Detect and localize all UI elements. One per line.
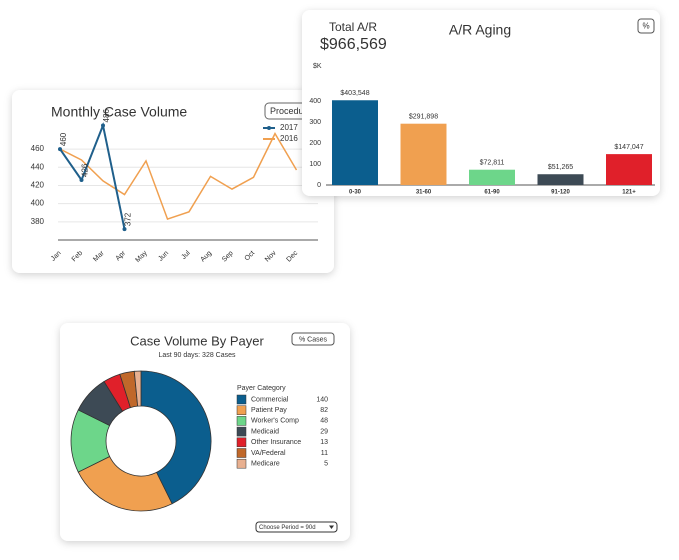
data-label: $403,548 bbox=[340, 90, 369, 97]
dropdown-arrow bbox=[329, 525, 334, 529]
period-dropdown[interactable] bbox=[255, 521, 338, 533]
legend-label: VA/Federal bbox=[251, 450, 286, 457]
y-tick-label: 380 bbox=[31, 217, 45, 226]
x-tick-label: 31-60 bbox=[416, 190, 432, 196]
legend-swatch bbox=[236, 394, 247, 405]
legend-value: 82 bbox=[320, 407, 328, 414]
total-value: $966,569 bbox=[320, 36, 387, 53]
toggle-label: % Cases bbox=[299, 336, 328, 343]
legend-swatch bbox=[236, 426, 247, 437]
donut-slice bbox=[140, 370, 212, 505]
donut-slice bbox=[133, 370, 142, 407]
line-card: Monthly Case Volume Procedu 380 400 420 440 46… bbox=[12, 90, 334, 273]
card bbox=[12, 90, 334, 273]
bar bbox=[332, 100, 378, 185]
series-line bbox=[59, 121, 126, 230]
period-label: Choose Period = 90d bbox=[259, 525, 316, 531]
y-tick-label: 460 bbox=[31, 144, 45, 153]
bar bbox=[469, 169, 515, 185]
y-tick-label: 0 bbox=[317, 182, 321, 189]
bar bbox=[400, 123, 447, 185]
toggle-button[interactable] bbox=[291, 332, 335, 346]
legend-label: Worker's Comp bbox=[251, 418, 299, 425]
legend-label: 2016 bbox=[280, 134, 298, 143]
legend-value: 5 bbox=[324, 461, 328, 468]
bar bbox=[537, 174, 584, 185]
legend-label: Patient Pay bbox=[251, 407, 287, 414]
legend-value: 13 bbox=[320, 439, 328, 446]
data-label: $51,265 bbox=[548, 164, 573, 171]
chart-title: Monthly Case Volume bbox=[51, 104, 187, 120]
y-tick-label: 400 bbox=[31, 199, 45, 208]
y-tick-label: 440 bbox=[31, 162, 45, 171]
legend-label: Medicaid bbox=[251, 428, 279, 435]
x-tick-label: 121+ bbox=[622, 190, 636, 196]
bar bbox=[606, 154, 652, 185]
legend-label: Commercial bbox=[251, 396, 289, 403]
data-label: $72,811 bbox=[480, 160, 505, 167]
legend-label: 2017 bbox=[280, 123, 298, 132]
legend-label: Other Insurance bbox=[251, 439, 301, 446]
point bbox=[79, 178, 84, 182]
total-label: Total A/R bbox=[329, 20, 377, 34]
chart-title: Case Volume By Payer bbox=[130, 333, 264, 348]
card bbox=[302, 10, 660, 196]
legend-value: 48 bbox=[320, 418, 328, 425]
data-label: 426 bbox=[81, 163, 90, 177]
y-tick-label: 420 bbox=[31, 181, 45, 190]
point bbox=[101, 123, 105, 128]
legend-value: 140 bbox=[316, 396, 328, 403]
data-label: $291,898 bbox=[409, 114, 438, 121]
point bbox=[122, 227, 127, 232]
y-tick-label: 200 bbox=[309, 140, 321, 147]
x-tick-label: 61-90 bbox=[484, 190, 500, 196]
dropdown-label: Procedu bbox=[270, 106, 304, 116]
y-tick-label: 100 bbox=[309, 161, 321, 168]
legend-swatch bbox=[236, 448, 247, 458]
data-label: 486 bbox=[102, 109, 111, 123]
legend-label: Medicare bbox=[251, 461, 280, 468]
point bbox=[58, 147, 62, 152]
legend-swatch bbox=[236, 437, 247, 448]
donut-card: Case Volume By Payer Last 90 days: 328 Ca… bbox=[60, 323, 350, 541]
x-tick-label: Jul bbox=[180, 249, 192, 261]
series-line bbox=[59, 132, 298, 221]
legend-swatch bbox=[236, 458, 247, 469]
chart-subtitle: Last 90 days: 328 Cases bbox=[158, 352, 236, 359]
legend-swatch bbox=[236, 416, 247, 426]
y-tick-label: 400 bbox=[309, 98, 321, 105]
legend-value: 29 bbox=[320, 428, 328, 435]
bar-card: Total A/R $966,569 A/R Aging % $K 0 100 200 300 4… bbox=[302, 10, 660, 196]
data-label: 372 bbox=[124, 212, 133, 226]
legend-value: 11 bbox=[321, 450, 328, 457]
toggle-label: % bbox=[642, 22, 649, 31]
legend-swatch bbox=[267, 126, 271, 130]
legend-swatch bbox=[236, 405, 247, 415]
y-axis-label: $K bbox=[313, 63, 322, 70]
data-label: 460 bbox=[59, 132, 68, 146]
toggle-button[interactable] bbox=[637, 18, 655, 34]
data-label: $147,047 bbox=[614, 144, 643, 151]
legend-title: Payer Category bbox=[237, 385, 286, 392]
x-tick-label: 91-120 bbox=[551, 190, 570, 196]
y-tick-label: 300 bbox=[309, 119, 321, 126]
chart-title: A/R Aging bbox=[449, 22, 511, 38]
x-tick-label: 0-30 bbox=[349, 190, 362, 196]
